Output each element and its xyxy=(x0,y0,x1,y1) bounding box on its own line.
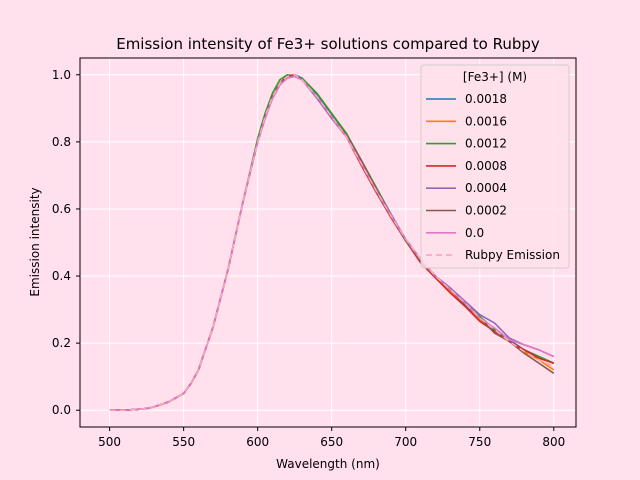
legend-label-3: 0.0008 xyxy=(465,159,507,173)
y-tick-label: 1.0 xyxy=(52,68,71,82)
legend-label-6: 0.0 xyxy=(465,226,484,240)
legend-box xyxy=(420,64,570,269)
x-tick-label: 700 xyxy=(394,435,417,449)
y-tick-label: 0.4 xyxy=(52,269,71,283)
legend-label-4: 0.0004 xyxy=(465,181,507,195)
series-line-7 xyxy=(109,73,555,412)
legend-label-7: Rubpy Emission xyxy=(465,248,560,262)
legend-label-0: 0.0018 xyxy=(465,92,507,106)
x-tick-label: 800 xyxy=(542,435,565,449)
legend-label-5: 0.0002 xyxy=(465,204,507,218)
legend: [Fe3+] (M) 0.0018 0.0016 0.0012 0.0008 0.000… xyxy=(420,64,570,269)
y-axis-label: Emission intensity xyxy=(28,187,42,296)
plot-frame xyxy=(79,57,577,428)
x-tick-label: 500 xyxy=(98,435,121,449)
x-tick-label: 750 xyxy=(468,435,491,449)
y-tick-label: 0.0 xyxy=(52,403,71,417)
x-tick-label: 650 xyxy=(320,435,343,449)
x-tick-label: 600 xyxy=(246,435,269,449)
y-axis: 0.0 0.2 0.4 0.6 0.8 1.0 xyxy=(52,68,80,417)
y-tick-label: 0.8 xyxy=(52,135,71,149)
legend-label-1: 0.0016 xyxy=(465,114,507,128)
x-axis: 500 550 600 650 700 750 800 xyxy=(98,427,565,449)
legend-label-2: 0.0012 xyxy=(465,137,507,151)
legend-items: 0.0018 0.0016 0.0012 0.0008 0.0004 0.0002 0.0 R… xyxy=(426,92,560,262)
y-tick-label: 0.2 xyxy=(52,336,71,350)
x-axis-label: Wavelength (nm) xyxy=(276,457,380,471)
chart-title: Emission intensity of Fe3+ solutions com… xyxy=(116,35,540,53)
legend-title: [Fe3+] (M) xyxy=(463,70,527,84)
y-tick-label: 0.6 xyxy=(52,202,71,216)
series-lines xyxy=(109,73,555,412)
x-tick-label: 550 xyxy=(172,435,195,449)
